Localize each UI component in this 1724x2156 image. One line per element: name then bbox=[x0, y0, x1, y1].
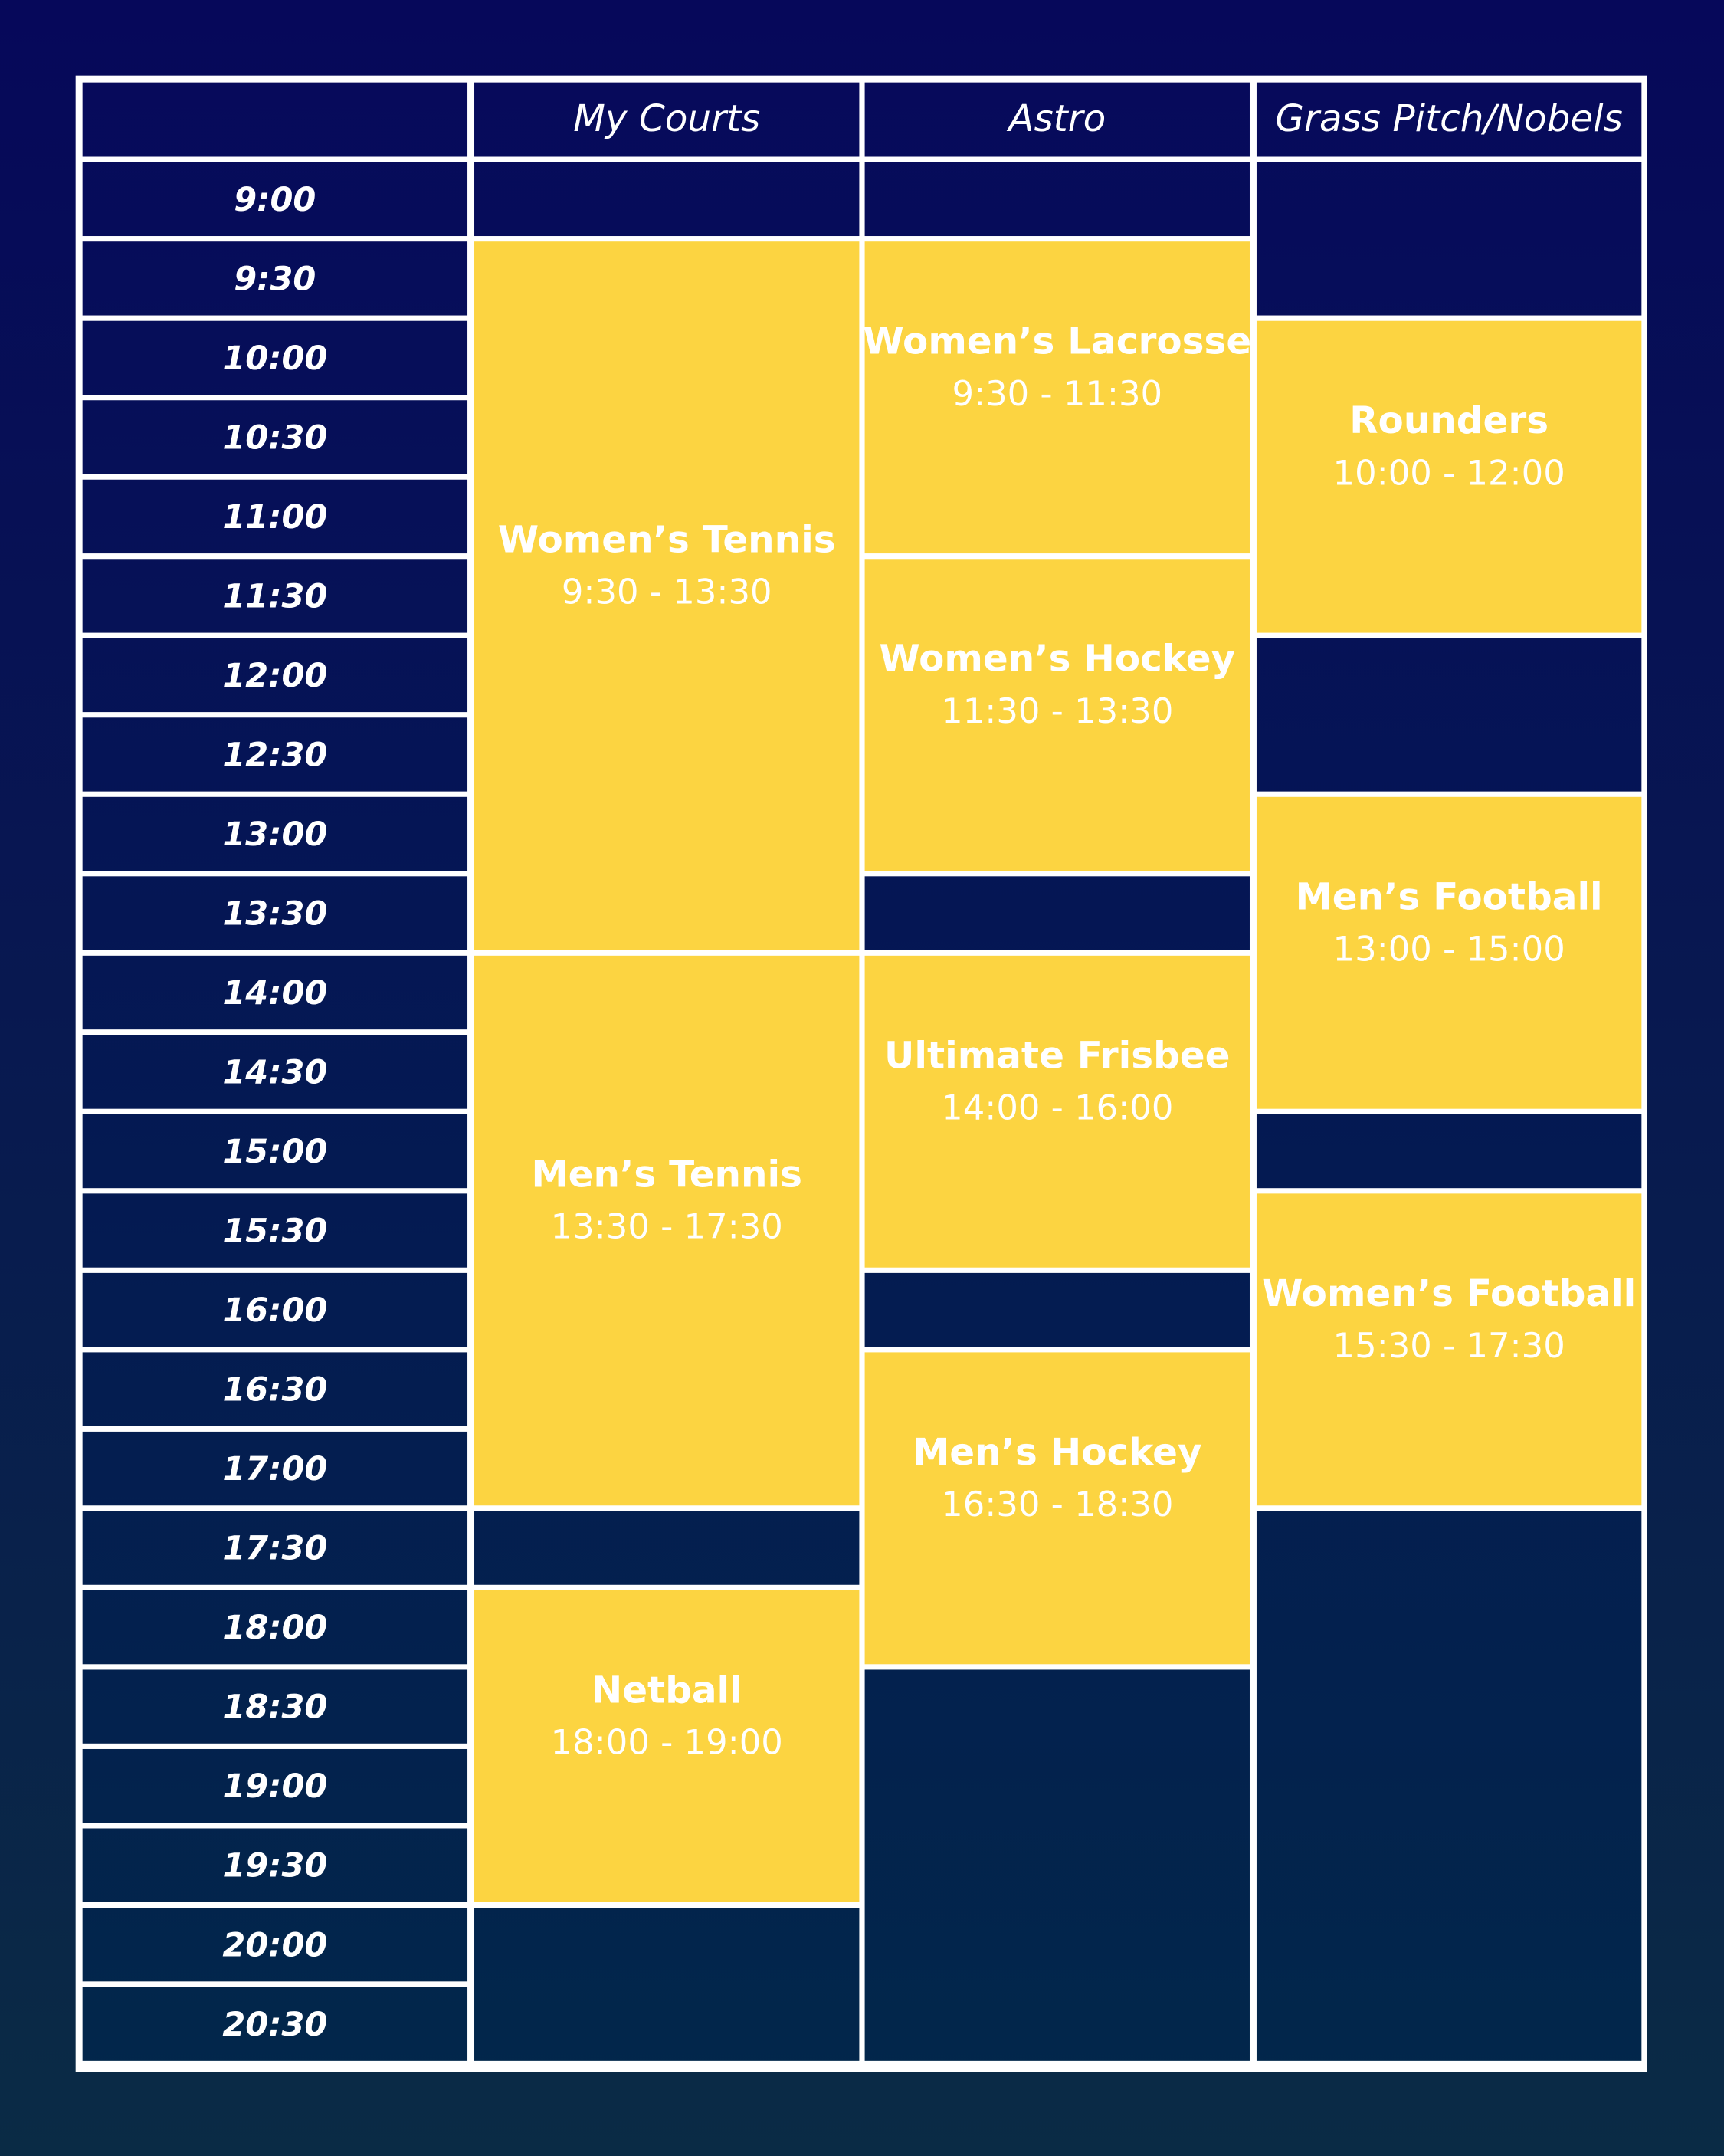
time-cell bbox=[82, 1908, 468, 1982]
time-cell bbox=[82, 717, 468, 792]
time-cell bbox=[82, 876, 468, 950]
time-label: 14:00 bbox=[222, 974, 327, 1012]
time-label: 18:30 bbox=[222, 1688, 327, 1727]
empty-slot bbox=[864, 162, 1250, 237]
event-time: 18:00 - 19:00 bbox=[551, 1722, 783, 1763]
time-cell bbox=[82, 1590, 468, 1665]
empty-slot bbox=[474, 1511, 860, 1585]
time-label: 9:30 bbox=[234, 260, 316, 298]
event-time: 15:30 - 17:30 bbox=[1333, 1325, 1565, 1366]
time-cell bbox=[82, 1669, 468, 1744]
column-header: Astro bbox=[1006, 97, 1106, 140]
time-cell bbox=[82, 638, 468, 713]
time-cell bbox=[82, 1114, 468, 1189]
time-cell bbox=[82, 796, 468, 871]
empty-slot bbox=[1256, 1114, 1642, 1189]
event-name: Men’s Hockey bbox=[913, 1431, 1202, 1474]
time-label: 13:30 bbox=[222, 895, 327, 934]
event-block bbox=[474, 1590, 860, 1902]
corner-cell bbox=[82, 82, 468, 157]
time-cell bbox=[82, 1035, 468, 1109]
time-cell bbox=[82, 1272, 468, 1347]
event-block bbox=[1256, 320, 1642, 633]
time-cell bbox=[82, 400, 468, 474]
event-name: Netball bbox=[592, 1669, 742, 1711]
time-cell bbox=[82, 1431, 468, 1506]
event-time: 14:00 - 16:00 bbox=[941, 1087, 1173, 1127]
empty-slot bbox=[864, 1669, 1250, 2061]
event-block bbox=[864, 955, 1250, 1268]
time-label: 16:30 bbox=[222, 1371, 327, 1409]
event-block bbox=[864, 559, 1250, 871]
time-label: 19:30 bbox=[222, 1847, 327, 1885]
time-cell bbox=[82, 1511, 468, 1585]
time-label: 18:00 bbox=[222, 1609, 327, 1647]
header-cell bbox=[1256, 82, 1642, 157]
time-label: 9:00 bbox=[234, 181, 316, 219]
time-cell bbox=[82, 955, 468, 1030]
event-time: 11:30 - 13:30 bbox=[941, 691, 1173, 731]
event-block bbox=[864, 241, 1250, 554]
event-name: Women’s Tennis bbox=[498, 518, 836, 561]
event-block bbox=[474, 955, 860, 1506]
time-label: 15:30 bbox=[222, 1213, 327, 1251]
event-name: Ultimate Frisbee bbox=[884, 1034, 1230, 1077]
column-header: My Courts bbox=[573, 97, 760, 140]
time-label: 11:30 bbox=[222, 578, 327, 616]
event-name: Women’s Football bbox=[1262, 1272, 1636, 1315]
event-name: Rounders bbox=[1349, 399, 1549, 442]
time-label: 20:30 bbox=[222, 2006, 327, 2044]
event-time: 16:30 - 18:30 bbox=[941, 1484, 1173, 1524]
time-label: 17:30 bbox=[222, 1530, 327, 1568]
event-block bbox=[864, 1352, 1250, 1665]
time-cell bbox=[82, 1828, 468, 1902]
time-label: 12:30 bbox=[222, 737, 327, 775]
empty-slot bbox=[864, 876, 1250, 950]
time-cell bbox=[82, 479, 468, 554]
event-name: Men’s Tennis bbox=[531, 1153, 802, 1196]
event-name: Women’s Lacrosse bbox=[863, 320, 1251, 363]
time-cell bbox=[82, 1352, 468, 1426]
empty-slot bbox=[1256, 638, 1642, 792]
time-cell bbox=[82, 1193, 468, 1268]
time-label: 13:00 bbox=[222, 815, 327, 854]
column-header: Grass Pitch/Nobels bbox=[1275, 97, 1622, 140]
event-block bbox=[474, 241, 860, 950]
empty-slot bbox=[864, 1272, 1250, 1347]
time-cell bbox=[82, 1748, 468, 1823]
empty-slot bbox=[474, 162, 860, 237]
empty-slot bbox=[474, 1908, 860, 2061]
time-cell bbox=[82, 162, 468, 237]
empty-slot bbox=[1256, 162, 1642, 316]
event-time: 9:30 - 11:30 bbox=[952, 373, 1162, 414]
event-time: 13:30 - 17:30 bbox=[551, 1206, 783, 1247]
time-label: 19:00 bbox=[222, 1767, 327, 1806]
time-cell bbox=[82, 241, 468, 316]
event-time: 10:00 - 12:00 bbox=[1333, 452, 1565, 493]
time-label: 17:00 bbox=[222, 1450, 327, 1488]
time-label: 10:30 bbox=[222, 418, 327, 457]
event-time: 13:00 - 15:00 bbox=[1333, 928, 1565, 969]
time-label: 12:00 bbox=[222, 657, 327, 695]
event-block bbox=[1256, 796, 1642, 1109]
time-label: 20:00 bbox=[222, 1926, 327, 1964]
time-label: 10:00 bbox=[222, 340, 327, 378]
header-cell bbox=[864, 82, 1250, 157]
header-cell bbox=[474, 82, 860, 157]
time-cell bbox=[82, 559, 468, 633]
time-label: 15:00 bbox=[222, 1133, 327, 1171]
time-label: 16:00 bbox=[222, 1291, 327, 1330]
time-label: 11:00 bbox=[222, 498, 327, 537]
event-name: Women’s Hockey bbox=[879, 638, 1235, 681]
time-cell bbox=[82, 320, 468, 395]
event-name: Men’s Football bbox=[1296, 875, 1603, 918]
time-cell bbox=[82, 1987, 468, 2061]
event-time: 9:30 - 13:30 bbox=[562, 572, 772, 612]
event-block bbox=[1256, 1193, 1642, 1506]
empty-slot bbox=[1256, 1511, 1642, 2061]
time-label: 14:30 bbox=[222, 1054, 327, 1092]
